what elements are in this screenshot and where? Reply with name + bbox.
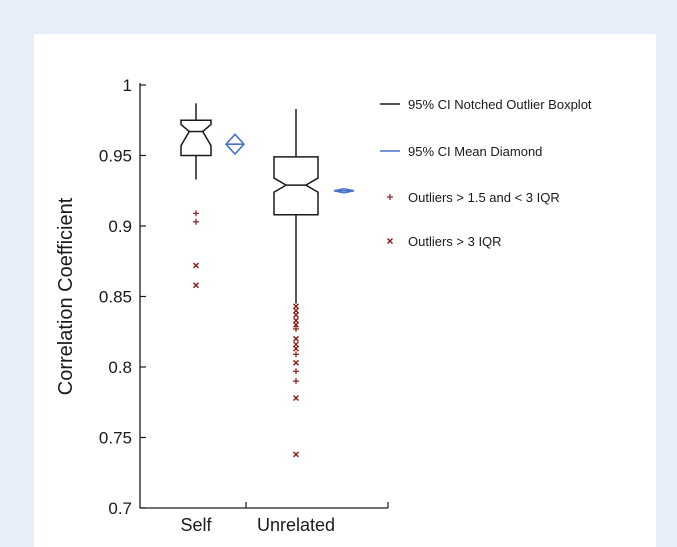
legend-label: 95% CI Mean Diamond: [408, 144, 542, 159]
outlier-mild: [193, 218, 199, 225]
outlier-extreme-b: [193, 262, 199, 269]
outlier-mild: [293, 325, 299, 332]
outlier-extreme-b: [293, 321, 299, 328]
outlier-extreme: [293, 311, 299, 318]
outlier-mild: [293, 378, 299, 385]
outlier-extreme: [293, 359, 299, 366]
outlier-extreme-b: [193, 282, 199, 289]
notched-box: [180, 119, 212, 157]
legend-label: 95% CI Notched Outlier Boxplot: [408, 97, 592, 112]
outlier-extreme: [293, 451, 299, 458]
outlier-mild: [193, 210, 199, 217]
legend-cross-b: [387, 238, 393, 244]
box-self: [180, 103, 246, 289]
y-tick-label: 1: [123, 76, 132, 95]
outlier-mild: [293, 351, 299, 358]
y-axis-title: Correlation Coefficient: [55, 197, 77, 395]
boxplot-chart: 1 0.95 0.9 0.85 0.8 0.75 0.7 Self Unrelated Corre…: [55, 76, 592, 535]
box-unrelated: [273, 108, 355, 458]
outlier-extreme-b: [293, 335, 299, 342]
outlier-extreme: [293, 395, 299, 402]
y-tick-label: 0.7: [108, 499, 132, 518]
outlier-extreme-b: [293, 345, 299, 352]
outlier-extreme-b: [293, 311, 299, 318]
plot-area: [180, 103, 355, 458]
outlier-mild: [293, 368, 299, 375]
y-tick-label: 0.8: [108, 358, 132, 377]
outlier-extreme: [193, 262, 199, 269]
x-category-label: Unrelated: [257, 515, 335, 535]
outlier-extreme: [193, 282, 199, 289]
legend-entry: 95% CI Mean Diamond: [380, 144, 542, 159]
y-tick-label: 0.85: [99, 288, 132, 307]
outlier-extreme-b: [293, 359, 299, 366]
chart-panel: 1 0.95 0.9 0.85 0.8 0.75 0.7 Self Unrelated Corre…: [34, 34, 656, 547]
y-tick-label: 0.95: [99, 147, 132, 166]
y-tick-label: 0.75: [99, 429, 132, 448]
mean-diamond: [224, 133, 246, 156]
legend: 95% CI Notched Outlier Boxplot 95% CI Mea…: [380, 97, 592, 249]
legend-label: Outliers > 1.5 and < 3 IQR: [408, 190, 560, 205]
outlier-extreme: [293, 345, 299, 352]
legend-entry: Outliers > 1.5 and < 3 IQR: [387, 190, 560, 205]
axes: 1 0.95 0.9 0.85 0.8 0.75 0.7 Self Unrelated Corre…: [55, 76, 389, 535]
outlier-extreme-b: [293, 395, 299, 402]
outlier-extreme: [293, 335, 299, 342]
x-category-label: Self: [180, 515, 212, 535]
legend-entry: 95% CI Notched Outlier Boxplot: [380, 97, 592, 112]
legend-entry: Outliers > 3 IQR: [387, 234, 502, 249]
notched-box: [273, 156, 319, 216]
legend-label: Outliers > 3 IQR: [408, 234, 502, 249]
y-tick-label: 0.9: [108, 217, 132, 236]
outlier-extreme: [293, 321, 299, 328]
outlier-extreme-b: [293, 451, 299, 458]
